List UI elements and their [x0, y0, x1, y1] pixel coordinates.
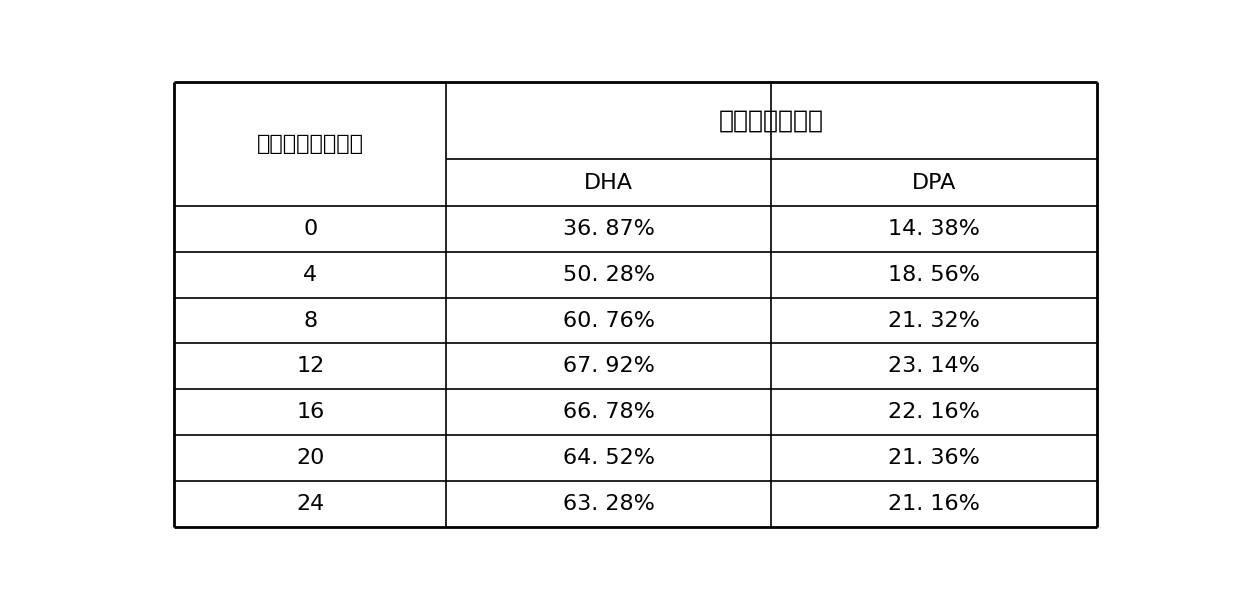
Text: 24: 24 [296, 494, 325, 514]
Text: 0: 0 [303, 219, 317, 239]
Text: 12: 12 [296, 356, 325, 376]
Text: 14. 38%: 14. 38% [888, 219, 980, 239]
Text: 21. 36%: 21. 36% [888, 448, 980, 468]
Text: 16: 16 [296, 402, 325, 422]
Text: 8: 8 [304, 311, 317, 330]
Text: 23. 14%: 23. 14% [888, 356, 980, 376]
Text: 21. 32%: 21. 32% [888, 311, 980, 330]
Text: 22. 16%: 22. 16% [888, 402, 980, 422]
Text: 66. 78%: 66. 78% [563, 402, 655, 422]
Text: 36. 87%: 36. 87% [563, 219, 655, 239]
Text: 21. 16%: 21. 16% [888, 494, 980, 514]
Text: 67. 92%: 67. 92% [563, 356, 655, 376]
Text: DHA: DHA [584, 173, 634, 193]
Text: 50. 28%: 50. 28% [563, 265, 655, 285]
Text: DPA: DPA [911, 173, 956, 193]
Text: 60. 76%: 60. 76% [563, 311, 655, 330]
Text: 64. 52%: 64. 52% [563, 448, 655, 468]
Text: 4: 4 [304, 265, 317, 285]
Text: 游离脂肪酸部分: 游离脂肪酸部分 [719, 108, 825, 132]
Text: 18. 56%: 18. 56% [888, 265, 980, 285]
Text: 20: 20 [296, 448, 325, 468]
Text: 63. 28%: 63. 28% [563, 494, 655, 514]
Text: 反应时间（小时）: 反应时间（小时） [257, 134, 363, 154]
